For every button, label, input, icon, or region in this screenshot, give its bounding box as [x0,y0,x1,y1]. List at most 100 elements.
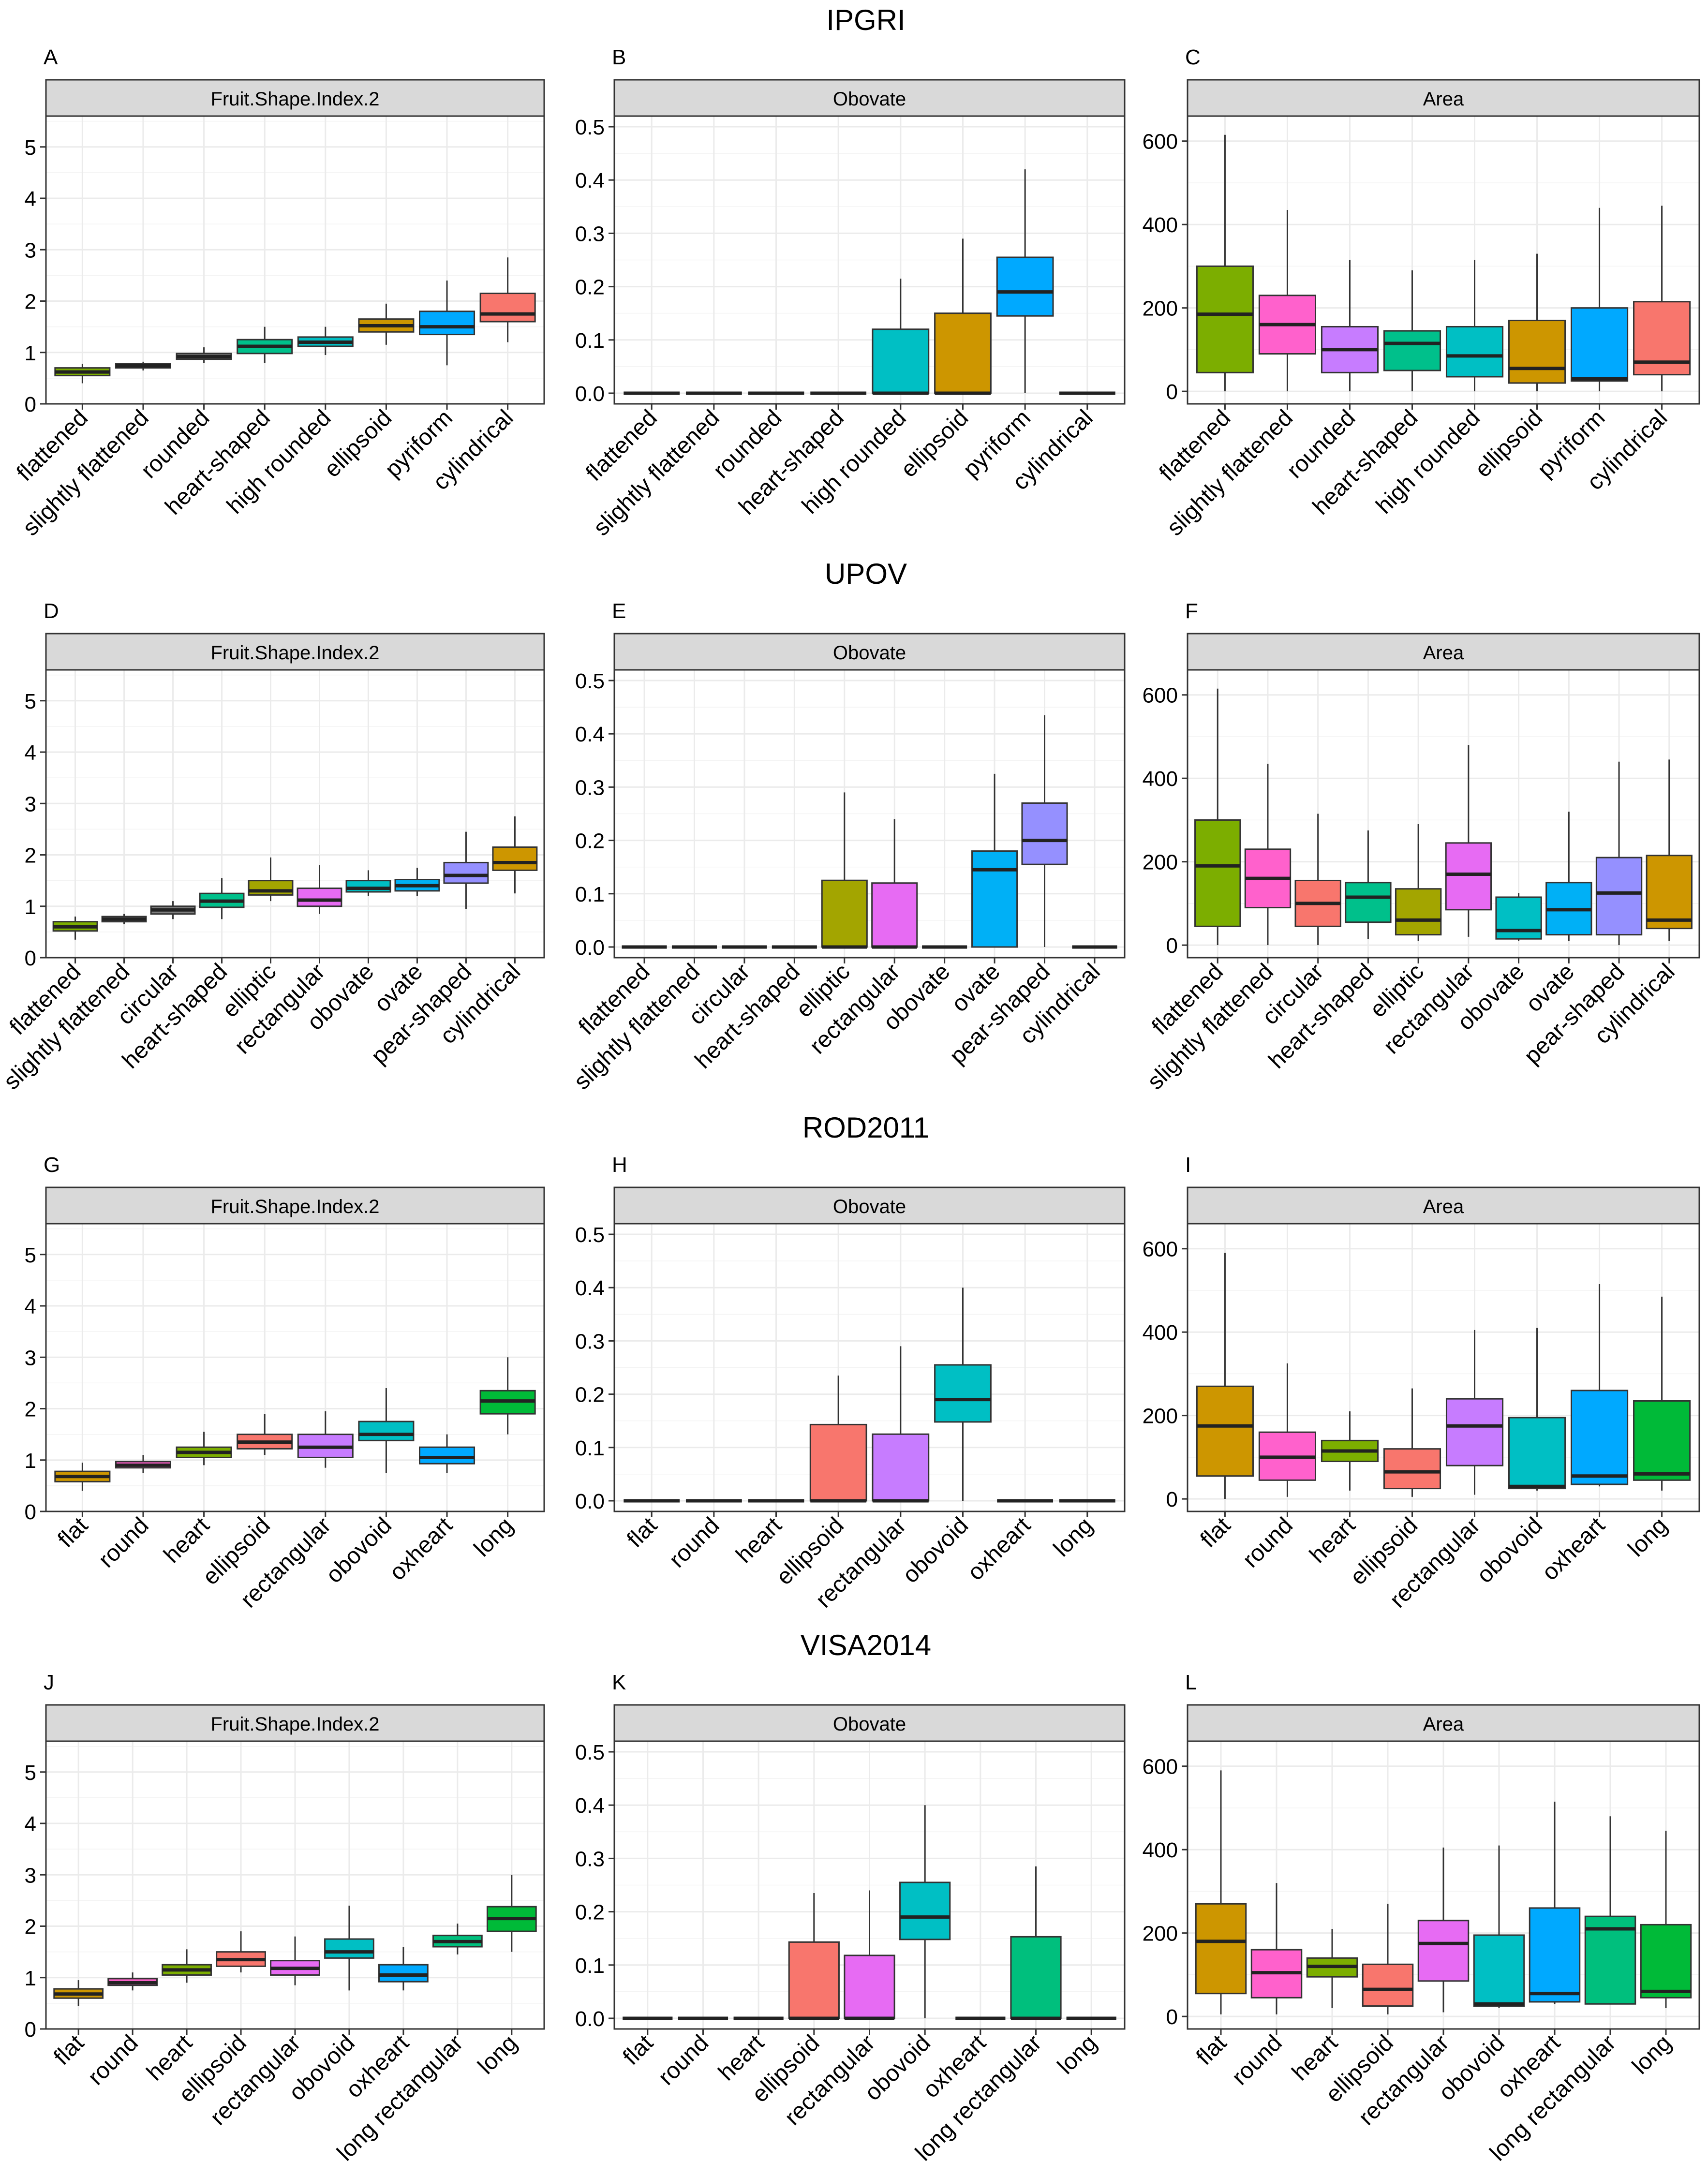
x-tick-label: long [1053,2030,1102,2079]
y-tick-label: 0.4 [575,169,605,192]
y-tick-label: 0 [1166,934,1178,958]
box-ovate [1545,812,1592,941]
box-iqr [479,293,536,323]
x-tick-label: long [1623,1512,1673,1562]
y-tick-label: 1 [25,895,36,919]
box-heart-shaped [1383,270,1441,392]
box-rectangular [297,865,342,914]
y-tick-label: 4 [25,1295,36,1318]
gridlines [46,670,544,959]
y-tick-label: 0.0 [575,382,605,406]
x-tick-label: ellipsoid [896,405,973,482]
box-iqr [1508,1417,1566,1490]
y-axis: 0 200 400 600 [1143,1755,1188,2029]
row-titles: IPGRI UPOV ROD2011 VISA2014 [801,4,931,1661]
box-rectangular [270,1936,320,1985]
y-tick-label: 0.0 [575,1490,605,1513]
panel-border [613,669,1126,959]
box-rectangular [297,1411,354,1468]
x-tick-label: long [469,1512,519,1562]
panel-h: H Obovate 0.0 0.1 0.2 0.3 0.4 0.5 flat round heart… [575,1153,1126,1613]
box-round [1250,1883,1303,2014]
box-round [115,1455,171,1473]
box-heart [162,1949,212,1983]
box-slightly-flattened [1244,764,1292,946]
x-tick-label: round [664,1512,724,1572]
box-obovoid [1508,1328,1566,1491]
box-iqr [1445,1398,1504,1466]
y-axis: 0.0 0.1 0.2 0.3 0.4 0.5 [575,669,614,960]
panel-border [1187,1223,1700,1512]
box-slightly-flattened [101,914,147,924]
x-tick-label: ellipsoid [1470,405,1547,482]
y-tick-label: 5 [25,1761,36,1785]
panel-b: B Obovate 0.0 0.1 0.2 0.3 0.4 0.5 flattenedsligh… [575,45,1126,541]
box-iqr [1529,1907,1581,2003]
box-iqr [492,846,538,871]
box-iqr [1417,1920,1470,1982]
box-elliptic [248,857,294,902]
y-tick-label: 0.4 [575,1794,605,1818]
y-tick-label: 0.2 [575,1901,605,1924]
y-tick-label: 2 [25,1915,36,1939]
y-tick-label: 2 [25,290,36,314]
y-tick-label: 0 [25,1500,36,1524]
boxes [54,1357,536,1491]
box-long-rectangular [432,1924,483,1954]
y-tick-label: 0.4 [575,1276,605,1300]
box-iqr [1508,320,1566,384]
y-axis: 0 1 2 3 4 5 [25,1761,46,2042]
box-flat [1195,1770,1247,2014]
y-tick-label: 0.0 [575,2007,605,2031]
strip-background [1187,633,1700,671]
y-tick-label: 600 [1143,1238,1178,1261]
box-long [479,1357,536,1435]
panel-label: F [1185,599,1198,623]
y-tick-label: 1 [25,1967,36,1990]
box-obovoid [899,1805,951,2018]
box-iqr [1646,855,1693,930]
y-tick-label: 0.5 [575,116,605,139]
box-flat [53,1980,104,2006]
strip-background [613,1704,1126,1742]
box-iqr [871,882,918,948]
box-iqr [378,1964,429,1983]
box-pear-shaped [443,831,489,909]
panel-border [613,1223,1126,1512]
box-slightly-flattened [1258,210,1316,392]
box-cylindrical [492,816,538,894]
row-title-visa2014: VISA2014 [801,1629,931,1661]
panel-label: A [44,45,58,69]
box-iqr [899,1881,951,1940]
box-heart-shaped [1345,830,1392,939]
box-elliptic [821,792,868,949]
y-tick-label: 4 [25,187,36,211]
box-iqr [1395,888,1442,936]
box-obovoid [934,1288,992,1501]
box-circular [1294,814,1341,946]
box-long-rectangular [1010,1866,1062,2020]
box-ellipsoid [216,1931,266,1973]
panel-label: I [1185,1153,1191,1177]
y-tick-label: 0.1 [575,883,605,906]
strip-label: Area [1423,89,1464,110]
box-rounded [176,347,232,363]
boxes [53,1875,537,2006]
panels: A Fruit.Shape.Index.2 0 1 2 3 4 5 flattenedsligh… [0,45,1700,2166]
y-tick-label: 0 [25,947,36,970]
x-tick-label: long [1049,1512,1098,1562]
box-ellipsoid [1508,253,1566,392]
y-axis: 0.0 0.1 0.2 0.3 0.4 0.5 [575,116,614,406]
strip-background [45,1186,545,1225]
strip-label: Area [1423,1714,1464,1735]
box-iqr [872,328,930,394]
y-tick-label: 200 [1143,1922,1178,1946]
panel-i: I Area 0 200 400 600 flat round heartellipsoidre… [1143,1153,1700,1613]
box-rectangular [844,1890,895,2020]
boxes [624,1288,1115,1503]
